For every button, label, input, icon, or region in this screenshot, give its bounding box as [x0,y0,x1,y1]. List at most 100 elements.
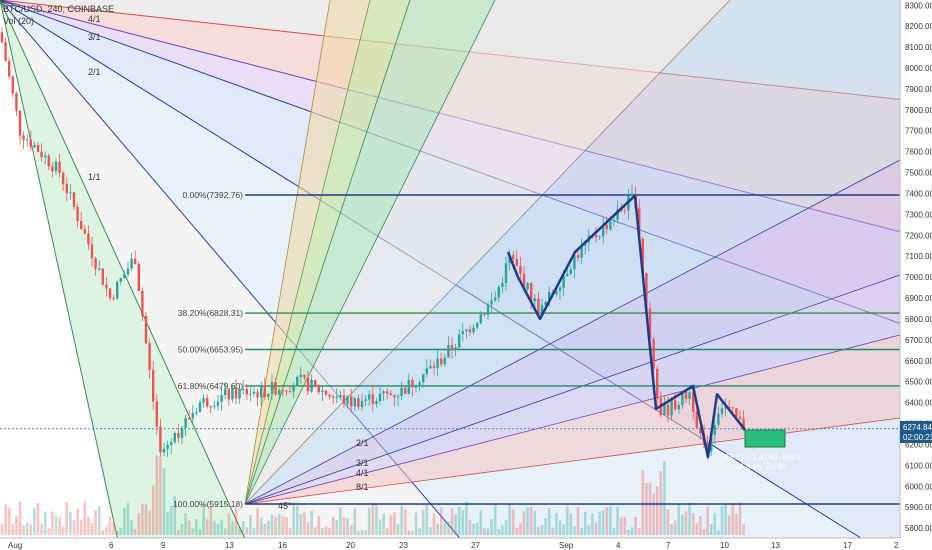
price-tick-label: 6000.00 [905,482,932,491]
volume-bar [407,530,411,535]
candle-body [728,407,731,409]
price-axis-bg [900,0,932,550]
volume-bar [310,510,313,535]
candle-body [137,264,140,292]
candle-body [112,298,115,300]
candle-body [69,192,72,194]
volume-bar [252,528,256,535]
harmonic-pattern-line[interactable] [506,194,746,459]
candle-body [641,239,644,274]
candle-body [216,401,220,406]
candle-body [80,220,83,230]
candle-body [418,382,421,387]
candle-body [684,391,688,399]
volume-bar [558,520,562,535]
time-tick-label: 2 [894,541,899,550]
volume-bar [317,516,321,535]
candle-body [134,258,137,265]
candle-body [411,379,414,388]
volume-bar [367,508,371,535]
candle-body [162,448,166,453]
volume-bar [281,516,285,535]
volume-bar [342,517,346,535]
volume-bar [378,519,382,535]
candle-body [569,269,572,274]
volume-bar [645,482,648,535]
volume-bar [151,485,155,535]
fibonacci-levels: 0.00%(7392.76) 38.20%(6828.31) 50.00%(6653… [0,190,900,509]
volume-bar [90,523,94,535]
measure-tool[interactable]: -88.51 (-1.41%) -8851 14 bars, 2d 8h [722,429,801,471]
volume-bar [695,523,699,535]
volume-bar [666,509,670,535]
volume-bar [144,504,148,535]
candle-body [263,385,266,397]
candle-body [62,173,65,185]
candle-body [72,192,76,207]
time-axis[interactable]: Aug 6 9 13 16 20 23 27 Sep 4 7 10 13 17 2 [8,541,899,550]
candle-body [288,391,292,393]
volume-bar [497,529,501,535]
candle-body [119,278,122,282]
measure-change: -88.51 (-1.41%) -8851 [722,453,801,462]
candle-body [645,273,648,309]
candle-body [490,300,493,305]
volume-bar [112,522,115,535]
volume-bar [504,520,508,535]
volume-bar [321,528,324,535]
candle-body [22,135,25,141]
candle-body [83,229,86,234]
candle-body [576,255,580,258]
volume-bar [184,513,187,535]
time-tick-label: 9 [161,541,166,550]
volume-bar [594,522,598,535]
candle-body [540,304,544,316]
candle-body [472,327,475,333]
candle-body [130,258,133,269]
volume-bar [526,507,529,535]
volume-bar [61,527,65,535]
volume-bar [393,512,396,535]
candle-body [598,236,601,238]
volume-bar [681,514,684,535]
candle-body [184,417,187,428]
gann-fan-lower [244,0,901,505]
candle-body [504,263,508,283]
time-tick-label: 16 [278,541,287,550]
volume-bar [634,516,637,535]
price-tick-label: 8100.00 [905,43,932,52]
volume-bar [288,528,292,535]
volume-bar [479,510,483,535]
price-tick-label: 6800.00 [905,315,932,324]
volume-bar [241,520,245,535]
volume-bar [213,520,216,535]
candle-body [278,389,281,395]
candle-body [681,391,684,406]
price-tick-label: 6900.00 [905,294,932,303]
price-tick-label: 7000.00 [905,273,932,282]
price-axis[interactable]: 5800.005900.006000.006100.006200.006300.… [905,1,932,533]
volume-bar [126,503,130,535]
candle-body [40,151,43,158]
candle-body [717,413,720,425]
volume-bar [209,505,213,535]
candle-body [724,407,727,409]
candle-body [177,432,180,438]
volume-bar [652,493,655,535]
volume-bar [735,513,738,535]
volume-bar [137,512,141,535]
candle-body [252,391,256,394]
candle-body [65,184,68,193]
volume-bar [641,470,645,535]
volume-bar [223,528,227,535]
candle-body [706,444,709,452]
volume-bar [720,506,724,535]
candle-body [29,139,32,147]
volume-bar [11,523,15,535]
candle-body [141,291,144,316]
volume-bar [573,525,576,535]
candle-body [357,398,360,408]
candle-body [404,387,407,395]
candle-body [465,329,468,332]
